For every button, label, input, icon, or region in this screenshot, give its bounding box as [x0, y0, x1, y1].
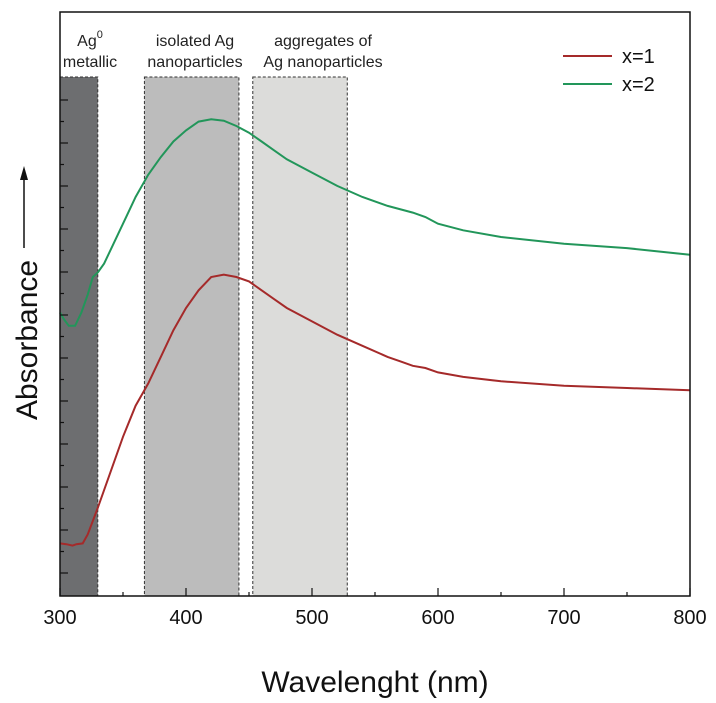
x-tick-label: 600: [421, 607, 454, 629]
region-isolated-ag-nanoparticles: [143, 76, 240, 597]
region-label-superscript: 0: [97, 29, 103, 41]
series-line-x=1: [59, 273, 691, 547]
region-label-aggregates-of-ag-nanoparticles-line-1: aggregates of: [274, 33, 372, 50]
region-label-ag0-metallic-line-2: metallic: [63, 54, 117, 71]
x-tick-label: 500: [295, 607, 328, 629]
region-label-isolated-ag-nanoparticles-line-2: nanoparticles: [147, 54, 242, 71]
legend-label-x=2: x=2: [622, 74, 655, 96]
x-tick-label: 700: [547, 607, 580, 629]
region-label-ag0-metallic-line-1: Ag0: [77, 29, 103, 50]
y-axis-title: Absorbance: [11, 260, 44, 420]
x-tick-label: 400: [169, 607, 202, 629]
highlight-regions: [59, 76, 348, 597]
region-label-aggregates-of-ag-nanoparticles-line-2: Ag nanoparticles: [263, 54, 382, 71]
region-labels: Ag0 metallic isolated Ag nanoparticles aggre…: [63, 29, 383, 71]
series-lines: [59, 118, 691, 547]
axis-ticks: [59, 99, 691, 596]
x-axis-title: Wavelenght (nm): [261, 666, 488, 699]
legend-label-x=1: x=1: [622, 46, 655, 68]
region-aggregates-of-ag-nanoparticles: [252, 76, 348, 597]
series-line-x=2: [59, 118, 691, 327]
region-label-isolated-ag-nanoparticles-line-1: isolated Ag: [156, 33, 234, 50]
x-tick-label: 300: [43, 607, 76, 629]
legend: x=1x=2: [563, 46, 655, 96]
region-ag0-metallic: [59, 76, 99, 597]
x-tick-labels: 300 400 500 600 700 800: [43, 607, 706, 629]
y-axis-arrow-icon: [20, 166, 28, 248]
x-tick-label: 800: [673, 607, 706, 629]
